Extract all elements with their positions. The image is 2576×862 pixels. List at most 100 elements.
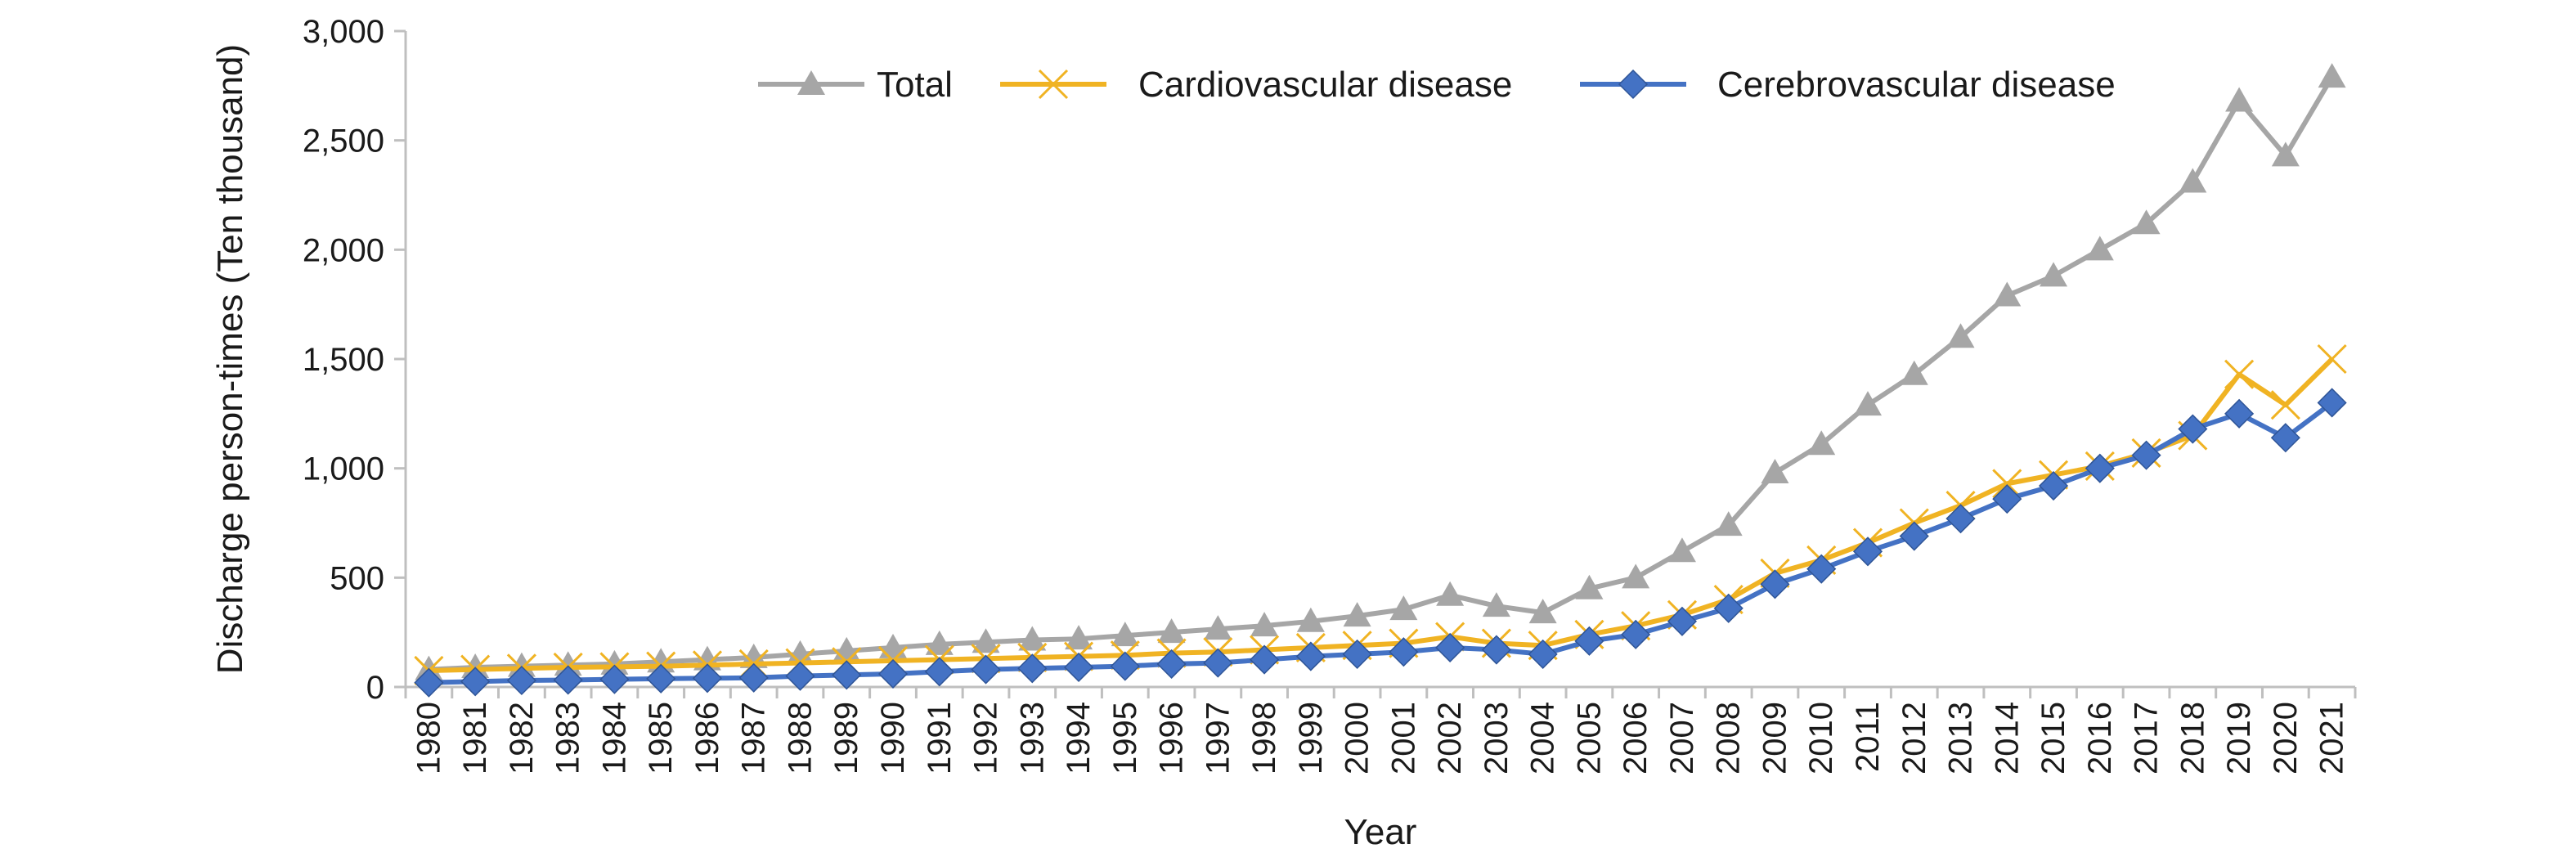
data-point	[1945, 504, 1976, 534]
data-point	[1203, 648, 1233, 678]
data-point	[1621, 619, 1651, 649]
data-point	[1575, 574, 1604, 599]
x-tick-label: 2012	[1896, 702, 1932, 774]
x-tick-label: 2020	[2268, 702, 2304, 774]
data-point	[1528, 639, 1558, 669]
x-tick-label: 2017	[2129, 702, 2165, 774]
data-point	[1110, 651, 1140, 681]
x-tick-label: 2007	[1664, 702, 1700, 774]
x-tick-label: 2004	[1525, 702, 1561, 774]
data-point	[1482, 592, 1510, 617]
x-tick-label: 2002	[1432, 702, 1468, 774]
series-line	[429, 75, 2335, 672]
data-point	[2038, 470, 2069, 501]
x-tick-label: 1983	[550, 702, 586, 774]
data-point	[1900, 360, 1928, 385]
series-layer	[414, 63, 2347, 698]
x-tick-label: 2009	[1757, 702, 1793, 774]
data-point	[2131, 440, 2161, 470]
data-point	[1854, 391, 1882, 416]
x-tick-label: 2008	[1711, 702, 1747, 774]
x-tick-label: 1982	[504, 702, 540, 774]
legend-label: Cerebrovascular disease	[1717, 65, 2116, 105]
series-cardiovascular-disease	[414, 343, 2347, 686]
legend-label: Total	[877, 65, 953, 105]
data-point	[1204, 615, 1232, 640]
data-point	[1807, 430, 1836, 456]
data-point	[1111, 622, 1139, 647]
y-tick-label: 500	[330, 560, 384, 596]
x-tick-label: 1994	[1061, 702, 1097, 774]
x-tick-label: 1989	[828, 702, 864, 774]
data-point	[2179, 168, 2207, 193]
legend: Total Cardiovascular disease Cerebrovascul…	[758, 65, 2116, 105]
data-point	[1899, 521, 1929, 551]
x-tick-label: 1991	[922, 702, 958, 774]
data-point	[971, 654, 1001, 685]
x-tick-label: 2015	[2035, 702, 2071, 774]
data-point	[1852, 537, 1883, 567]
data-point	[2318, 63, 2346, 88]
data-point	[1343, 602, 1371, 627]
data-point	[1296, 607, 1325, 632]
data-point	[2040, 262, 2068, 287]
x-tick-label: 1988	[782, 702, 818, 774]
data-point	[1481, 635, 1511, 665]
data-point	[2132, 209, 2161, 235]
x-tick-label: 2000	[1340, 702, 1376, 774]
x-tick-label: 1990	[875, 702, 911, 774]
data-point	[972, 628, 1000, 653]
data-point	[460, 667, 491, 697]
data-point	[2225, 87, 2254, 112]
series-line	[429, 357, 2334, 673]
x-tick-label: 2016	[2082, 702, 2118, 774]
data-point	[1667, 537, 1696, 563]
series-line	[429, 401, 2334, 685]
data-point	[786, 640, 815, 665]
x-tick-label: 2011	[1850, 702, 1886, 772]
x-tick-label: 1980	[411, 702, 447, 774]
data-point	[2178, 414, 2208, 444]
legend-item: Total	[758, 65, 953, 105]
x-tick-label: 2001	[1385, 702, 1421, 774]
data-point	[1761, 459, 1789, 484]
x-tick-label: 1981	[457, 702, 493, 774]
data-point	[1295, 641, 1326, 671]
y-tick-label: 1,000	[303, 451, 384, 487]
data-point	[738, 662, 769, 693]
legend-marker	[1618, 69, 1649, 100]
data-point	[1389, 595, 1418, 621]
data-point	[1574, 626, 1604, 656]
x-tick-label: 1999	[1293, 702, 1329, 774]
x-tick-label: 1993	[1014, 702, 1050, 774]
data-point	[1713, 593, 1744, 623]
data-point	[1622, 563, 1650, 589]
x-tick-label: 2006	[1618, 702, 1654, 774]
axes	[404, 31, 2355, 689]
series-cerebrovascular-disease	[414, 388, 2347, 698]
data-point	[1992, 484, 2022, 514]
data-point	[2085, 236, 2114, 261]
data-point	[832, 660, 862, 690]
data-point	[1993, 281, 2022, 307]
data-point	[1435, 632, 1465, 662]
data-point	[1018, 626, 1047, 651]
x-tick-label: 2019	[2221, 702, 2257, 774]
data-point	[1528, 599, 1557, 624]
data-point	[1389, 637, 1419, 667]
data-point	[1250, 644, 1280, 675]
y-tick-label: 3,000	[303, 14, 384, 50]
data-point	[2271, 141, 2300, 167]
x-tick-label: 1985	[643, 702, 679, 774]
x-axis-title: Year	[1344, 812, 1417, 852]
series-total	[415, 63, 2346, 680]
x-tick-label: 2021	[2314, 702, 2350, 774]
data-point	[924, 657, 954, 687]
legend-item: Cerebrovascular disease	[1580, 65, 2116, 105]
data-point	[1946, 323, 1975, 348]
x-tick-label: 2003	[1479, 702, 1515, 774]
legend-item: Cardiovascular disease	[1000, 65, 1512, 105]
data-point	[785, 661, 815, 691]
data-point	[2224, 398, 2255, 429]
